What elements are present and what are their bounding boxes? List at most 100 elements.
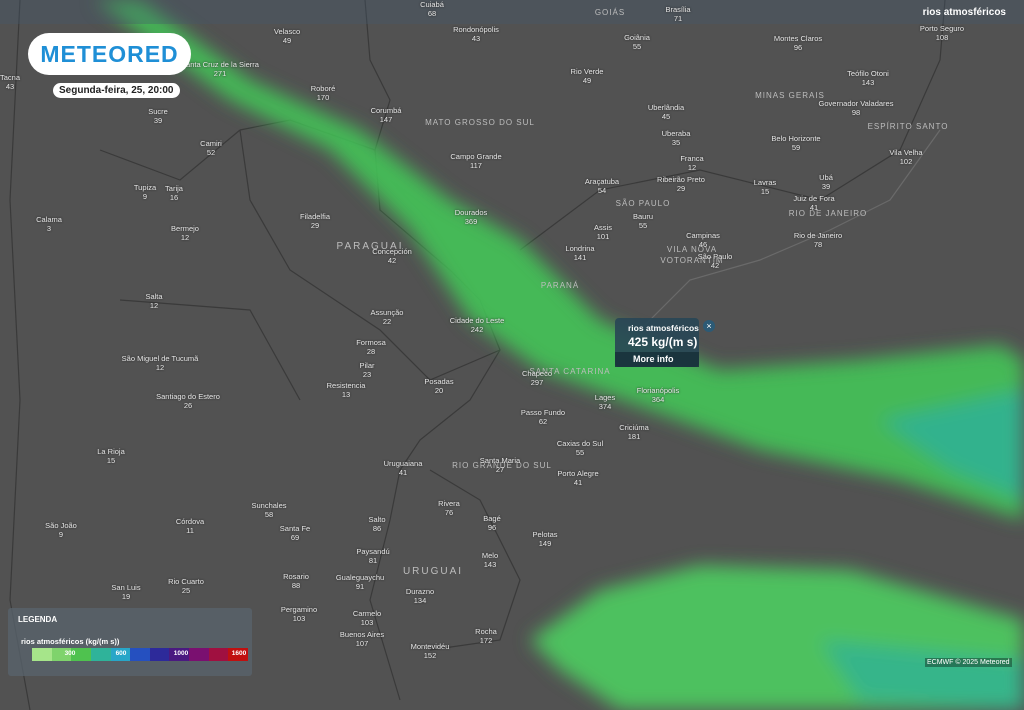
city-value: 19 bbox=[121, 592, 131, 601]
city-name: Chapecó bbox=[521, 369, 553, 378]
city-name: Sunchales bbox=[251, 501, 287, 510]
legend: LEGENDA rios atmosféricos (kg/(m s)) 300… bbox=[8, 608, 252, 676]
city-label: Passo Fundo 62 bbox=[521, 408, 565, 426]
city-value: 78 bbox=[813, 240, 823, 249]
city-label: Resistencia 13 bbox=[327, 381, 366, 399]
city-name: Lages bbox=[594, 393, 616, 402]
city-value: 86 bbox=[372, 524, 382, 533]
city-value: 15 bbox=[106, 456, 116, 465]
city-label: Sucre 39 bbox=[148, 107, 168, 125]
city-name: Pelotas bbox=[532, 530, 558, 539]
city-label: Santa Cruz de la Sierra 271 bbox=[181, 60, 259, 78]
city-name: Ribeirão Preto bbox=[657, 175, 705, 184]
city-value: 143 bbox=[483, 560, 497, 569]
city-label: Criciúma 181 bbox=[619, 423, 649, 441]
region-label: VILA NOVA bbox=[666, 245, 718, 254]
city-value: 46 bbox=[698, 240, 708, 249]
city-value: 68 bbox=[427, 9, 437, 18]
city-value: 101 bbox=[596, 232, 610, 241]
city-name: Teófilo Otoni bbox=[847, 69, 889, 78]
city-value: 11 bbox=[186, 526, 194, 535]
city-label: Roboré 170 bbox=[311, 84, 336, 102]
legend-unit: rios atmosféricos (kg/(m s)) bbox=[21, 637, 120, 646]
city-name: São João bbox=[45, 521, 77, 530]
city-label: Concepción 42 bbox=[372, 247, 412, 265]
city-value: 27 bbox=[495, 465, 505, 474]
popup-title: rios atmosféricos bbox=[628, 323, 699, 333]
city-value: 117 bbox=[470, 161, 482, 170]
more-info[interactable]: More info bbox=[615, 352, 699, 367]
city-label: Rio Cuarto 25 bbox=[168, 577, 204, 595]
city-name: Calama bbox=[36, 215, 62, 224]
city-label: Pergamino 103 bbox=[281, 605, 317, 623]
date[interactable]: Segunda-feira, 25, 20:00 bbox=[53, 83, 180, 98]
city-label: Ribeirão Preto 29 bbox=[657, 175, 705, 193]
city-label: Corumbá 147 bbox=[371, 106, 402, 124]
city-name: Franca bbox=[680, 154, 704, 163]
city-name: Salto bbox=[368, 515, 386, 524]
city-name: Rio Cuarto bbox=[168, 577, 204, 586]
region-label: URUGUAI bbox=[402, 566, 464, 577]
city-value: 364 bbox=[651, 395, 665, 404]
city-label: Carmelo 103 bbox=[353, 609, 381, 627]
legend-tick: 300 bbox=[64, 650, 76, 657]
city-value: 20 bbox=[434, 386, 444, 395]
city-value: 29 bbox=[676, 184, 686, 193]
city-value: 52 bbox=[206, 148, 216, 157]
color-bar bbox=[32, 648, 249, 661]
city-label: Campo Grande 117 bbox=[450, 152, 501, 170]
logo[interactable]: METEORED bbox=[28, 33, 191, 75]
city-label: Santa Fe 69 bbox=[280, 524, 310, 542]
city-name: Santa Fe bbox=[279, 524, 311, 533]
layer-name[interactable]: rios atmosféricos bbox=[922, 7, 1006, 18]
close-button[interactable]: × bbox=[703, 320, 715, 332]
city-label: Rivera 76 bbox=[438, 499, 460, 517]
city-label: Araçatuba 54 bbox=[585, 177, 619, 195]
city-name: Carmelo bbox=[352, 609, 382, 618]
city-name: Corumbá bbox=[370, 106, 402, 115]
city-label: Montevidéu 152 bbox=[411, 642, 450, 660]
city-value: 41 bbox=[398, 468, 408, 477]
city-name: Assunção bbox=[370, 308, 404, 317]
city-label: Bagé 96 bbox=[483, 514, 501, 532]
city-name: Camiri bbox=[200, 139, 222, 148]
city-name: Paysandú bbox=[356, 547, 390, 556]
city-label: Pelotas 149 bbox=[532, 530, 557, 548]
legend-title: LEGENDA bbox=[18, 615, 58, 624]
city-label: Uruguaiana 41 bbox=[384, 459, 423, 477]
city-value: 41 bbox=[573, 478, 583, 487]
city-value: 25 bbox=[181, 586, 191, 595]
borders bbox=[9, 0, 946, 710]
city-name: Montes Claros bbox=[773, 34, 823, 43]
city-value: 43 bbox=[5, 82, 15, 91]
city-label: Santiago do Estero 26 bbox=[156, 392, 220, 410]
city-name: Lavras bbox=[753, 178, 777, 187]
city-label: Calama 3 bbox=[36, 215, 62, 233]
city-value: 103 bbox=[292, 614, 306, 623]
city-label: Rio de Janeiro 78 bbox=[794, 231, 842, 249]
city-name: Vila Velha bbox=[889, 148, 923, 157]
region-label: RIO GRANDE DO SUL bbox=[452, 461, 552, 470]
city-name: Governador Valadares bbox=[818, 99, 894, 108]
city-name: Dourados bbox=[454, 208, 488, 217]
city-label: Ubá 39 bbox=[819, 173, 833, 191]
city-name: Bermejo bbox=[171, 224, 199, 233]
city-value: 26 bbox=[183, 401, 193, 410]
city-name: Montevidéu bbox=[410, 642, 450, 651]
city-name: Córdova bbox=[175, 517, 205, 526]
city-value: 297 bbox=[530, 378, 544, 387]
city-name: Santa Cruz de la Sierra bbox=[181, 60, 259, 69]
city-name: Rocha bbox=[475, 627, 497, 636]
city-name: Melo bbox=[481, 551, 499, 560]
city-name: Uruguaiana bbox=[383, 459, 423, 468]
city-name: Araçatuba bbox=[584, 177, 620, 186]
city-name: Durazno bbox=[405, 587, 435, 596]
city-label: Belo Horizonte 59 bbox=[771, 134, 820, 152]
city-name: Uberaba bbox=[661, 129, 691, 138]
city-value: 374 bbox=[598, 402, 612, 411]
city-label: Bauru 55 bbox=[633, 212, 653, 230]
city-value: 12 bbox=[180, 233, 190, 242]
city-name: Cidade do Leste bbox=[449, 316, 505, 325]
city-name: Florianópolis bbox=[636, 386, 680, 395]
